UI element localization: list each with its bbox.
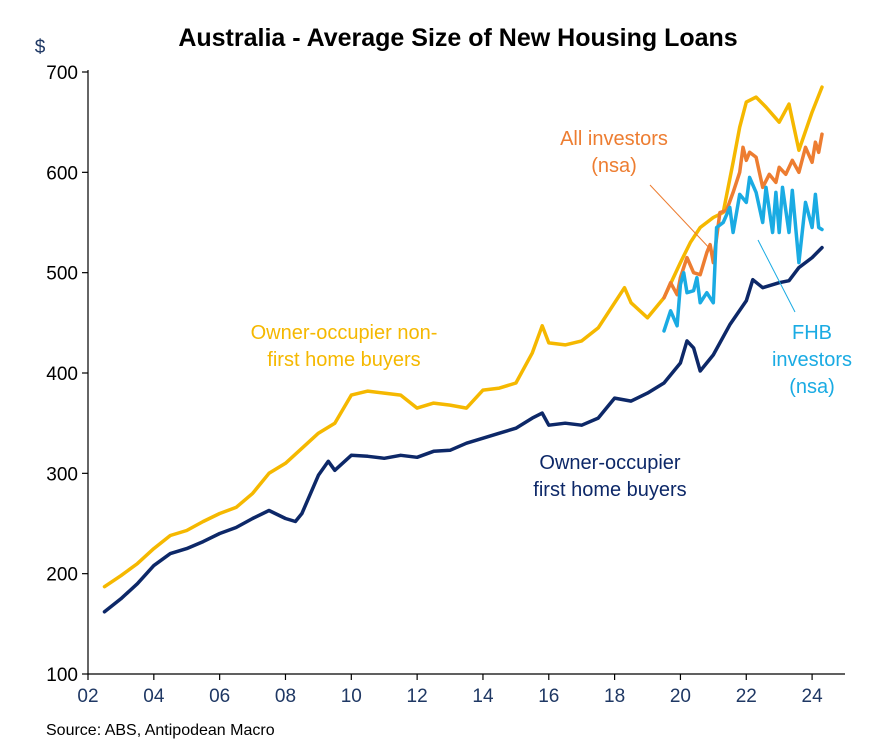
x-tick-label: 06 xyxy=(209,686,230,707)
y-tick-label: 200 xyxy=(46,565,78,586)
x-tick-label: 18 xyxy=(604,686,625,707)
owner-occupier-fhb-line xyxy=(102,245,824,614)
y-tick-label: 300 xyxy=(46,464,78,485)
x-tick-label: 10 xyxy=(341,686,362,707)
all-investors-line xyxy=(662,132,824,300)
annotation-fhb-investors-line: FHB xyxy=(792,322,832,344)
x-tick-label: 20 xyxy=(670,686,691,707)
fhb-investors-line xyxy=(662,175,824,333)
x-tick-label: 16 xyxy=(538,686,559,707)
x-tick-label: 14 xyxy=(472,686,494,707)
owner-occupier-non-fhb-line xyxy=(102,85,824,589)
fhb-investors-leader-line xyxy=(757,239,796,313)
annotation-all-investors-line: All investors xyxy=(560,128,668,150)
annotation-all-investors-line: (nsa) xyxy=(591,155,637,177)
series-lines xyxy=(102,85,824,614)
annotation-owner-occupier-non-fhb-line: first home buyers xyxy=(267,349,420,371)
annotation-fhb-investors-line: investors xyxy=(772,349,852,371)
x-tick-label: 12 xyxy=(407,686,428,707)
annotation-fhb-investors-line: (nsa) xyxy=(789,376,835,398)
x-tick-label: 24 xyxy=(802,686,824,707)
all-investors-leader-line xyxy=(649,184,714,253)
annotation-owner-occupier-fhb-line: Owner-occupier xyxy=(539,452,681,474)
y-tick-label: 700 xyxy=(46,63,78,84)
y-axis-unit-label: $ xyxy=(35,37,46,58)
annotations: Owner-occupier non-first home buyers All … xyxy=(251,128,852,501)
source-note: Source: ABS, Antipodean Macro xyxy=(46,722,275,739)
x-tick-label: 04 xyxy=(143,686,165,707)
x-tick-label: 02 xyxy=(77,686,98,707)
annotation-owner-occupier-non-fhb-line: Owner-occupier non- xyxy=(251,322,438,344)
x-tick-label: 08 xyxy=(275,686,296,707)
annotation-owner-occupier-fhb-line: first home buyers xyxy=(533,479,686,501)
chart-title: Australia - Average Size of New Housing … xyxy=(178,24,737,52)
y-tick-label: 600 xyxy=(46,163,78,184)
y-tick-label: 500 xyxy=(46,264,78,285)
x-tick-label: 22 xyxy=(736,686,757,707)
y-tick-label: 400 xyxy=(46,364,78,385)
axis-ticks: 100 200 300 400 500 600 700 02 04 06 08 10 12 14 16 18 2… xyxy=(46,63,823,707)
y-tick-label: 100 xyxy=(46,665,78,686)
